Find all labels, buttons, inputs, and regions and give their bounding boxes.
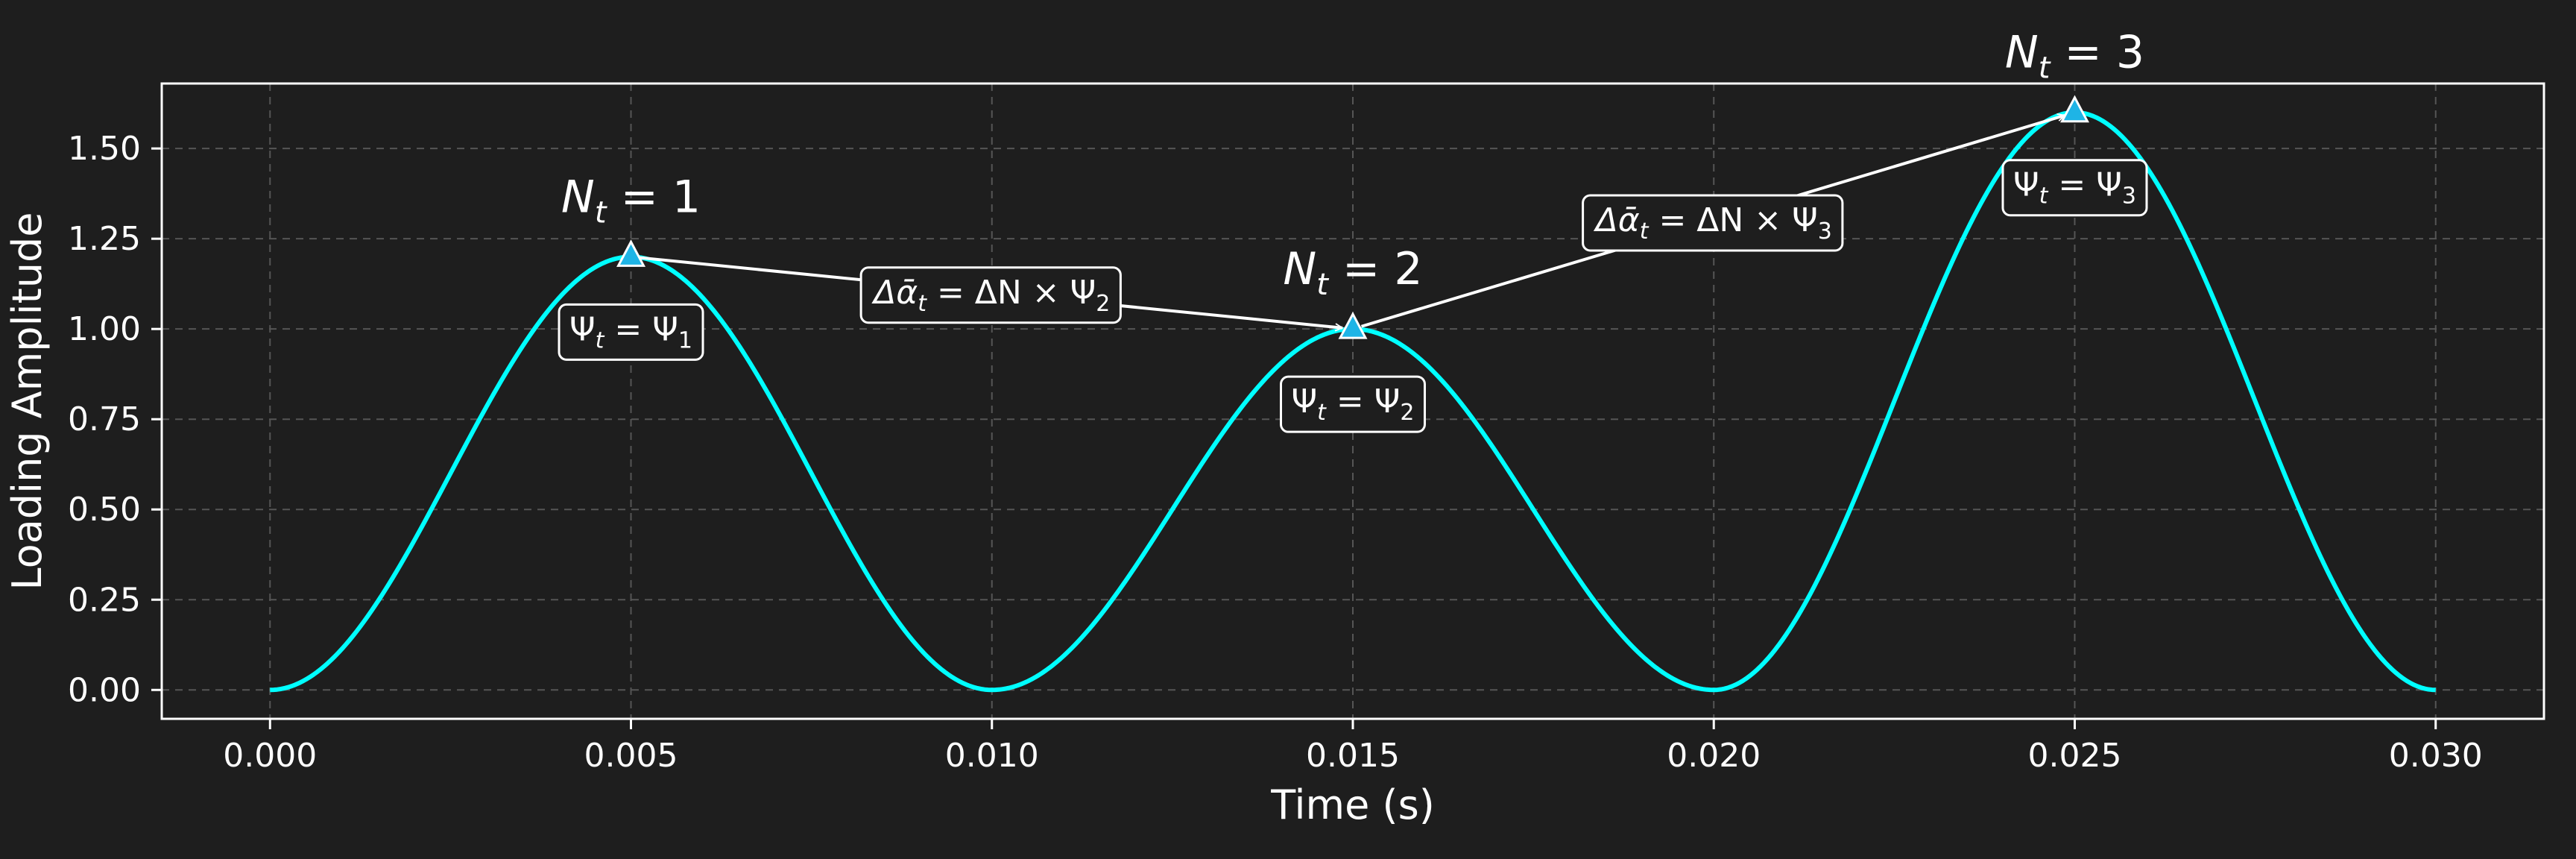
psi-label-box [558, 303, 704, 361]
transition-label-box [1582, 194, 1844, 252]
transition-label-text: Δᾱt = ΔN × Ψ3 [1594, 201, 1832, 245]
psi-label: Ψt = Ψ1 [558, 303, 704, 361]
peak-marker [2059, 95, 2089, 123]
transition-label-box [859, 266, 1122, 324]
psi-label-box [1280, 375, 1426, 433]
peak-label: Nt = 2 [1283, 243, 1422, 302]
y-tick-label: 0.00 [68, 671, 141, 709]
annotations: Δᾱt = ΔN × Ψ2 Δᾱt = ΔN × Ψ3 Nt = 1 Ψt = Ψ1 N… [558, 27, 2148, 433]
psi-label-text: Ψt = Ψ1 [569, 310, 692, 353]
x-tick-label: 0.030 [2389, 737, 2483, 775]
x-tick-label: 0.020 [1667, 737, 1761, 775]
plot-frame [160, 82, 2545, 720]
y-tick-label: 1.00 [68, 310, 141, 348]
y-tick-label: 0.50 [68, 491, 141, 529]
grid [162, 84, 2544, 719]
psi-label-box [2001, 159, 2148, 217]
x-tick-label: 0.000 [223, 737, 317, 775]
transition-label: Δᾱt = ΔN × Ψ3 [1582, 194, 1844, 252]
psi-label: Ψt = Ψ3 [2001, 159, 2148, 217]
peak-label: Nt = 3 [2005, 27, 2144, 86]
transition-label-text: Δᾱt = ΔN × Ψ2 [871, 274, 1110, 317]
y-tick-label: 0.25 [68, 581, 141, 619]
axes: 0.000 0.005 0.010 0.015 0.020 0.025 0.030 0.00 0… [68, 82, 2545, 775]
peak-marker [616, 239, 646, 267]
peak-label: Nt = 1 [561, 171, 701, 230]
peak-marker [1338, 311, 1368, 339]
x-tick-label: 0.025 [2028, 737, 2122, 775]
psi-label-text: Ψt = Ψ3 [2013, 166, 2136, 210]
y-tick-label: 1.25 [68, 220, 141, 258]
x-tick-label: 0.015 [1306, 737, 1400, 775]
x-tick-label: 0.010 [945, 737, 1039, 775]
x-axis-label: Time (s) [1270, 781, 1435, 828]
psi-label-text: Ψt = Ψ2 [1292, 383, 1415, 426]
y-tick-label: 0.75 [68, 400, 141, 438]
transition-label: Δᾱt = ΔN × Ψ2 [859, 266, 1122, 324]
x-tick-label: 0.005 [584, 737, 678, 775]
psi-label: Ψt = Ψ2 [1280, 375, 1426, 433]
y-tick-label: 1.50 [68, 130, 141, 168]
y-axis-label: Loading Amplitude [4, 213, 51, 591]
